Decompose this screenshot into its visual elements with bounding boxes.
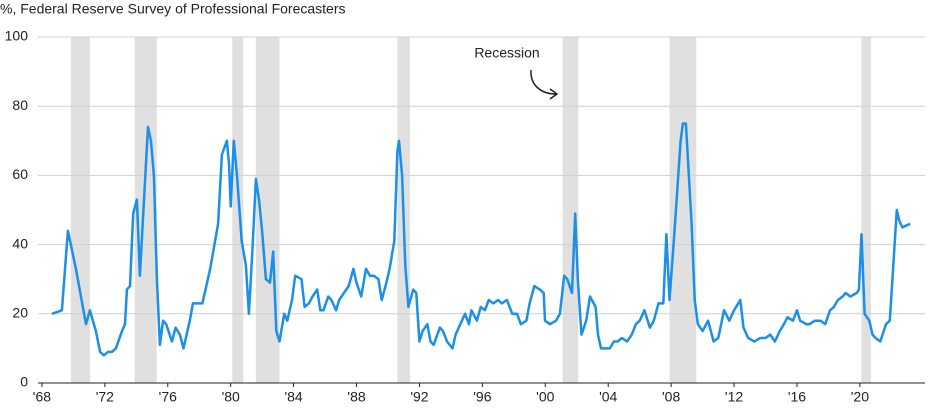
x-tick-label: '20	[851, 389, 869, 405]
x-tick-label: '96	[473, 389, 491, 405]
recession-band	[134, 37, 157, 383]
x-tick-label: '08	[662, 389, 680, 405]
recession-band	[255, 37, 280, 383]
y-tick-label: 40	[12, 235, 28, 251]
x-tick-label: '88	[347, 389, 365, 405]
line	[51, 122, 911, 357]
x-tick-label: '92	[410, 389, 428, 405]
recession-bands	[70, 37, 871, 383]
x-tick-label: '16	[788, 389, 806, 405]
recession-band	[669, 37, 697, 383]
arrow-head	[549, 88, 559, 100]
recession-band	[562, 37, 579, 383]
x-tick-label: '72	[96, 389, 114, 405]
annotation: Recession	[474, 45, 539, 61]
recession-band	[70, 37, 90, 383]
x-tick-label: '04	[599, 389, 617, 405]
x-tick-label: '84	[284, 389, 302, 405]
y-tick-label: 80	[12, 97, 28, 113]
grid	[38, 36, 925, 384]
y-tick-label: 0	[20, 374, 28, 390]
x-tick-label: '80	[222, 389, 240, 405]
y-tick-label: 20	[12, 305, 28, 321]
annotation-arrow	[530, 69, 557, 95]
subtitle: %, Federal Reserve Survey of Professiona…	[0, 1, 345, 17]
x-tick-label: '68	[33, 389, 51, 405]
x-tick-label: '12	[725, 389, 743, 405]
y-tick-label: 100	[5, 28, 29, 44]
x-tick-label: '00	[536, 389, 554, 405]
y-tick-label: 60	[12, 166, 28, 182]
x-tick-label: '76	[159, 389, 177, 405]
recession-band	[861, 37, 871, 383]
recession-band	[232, 37, 244, 383]
